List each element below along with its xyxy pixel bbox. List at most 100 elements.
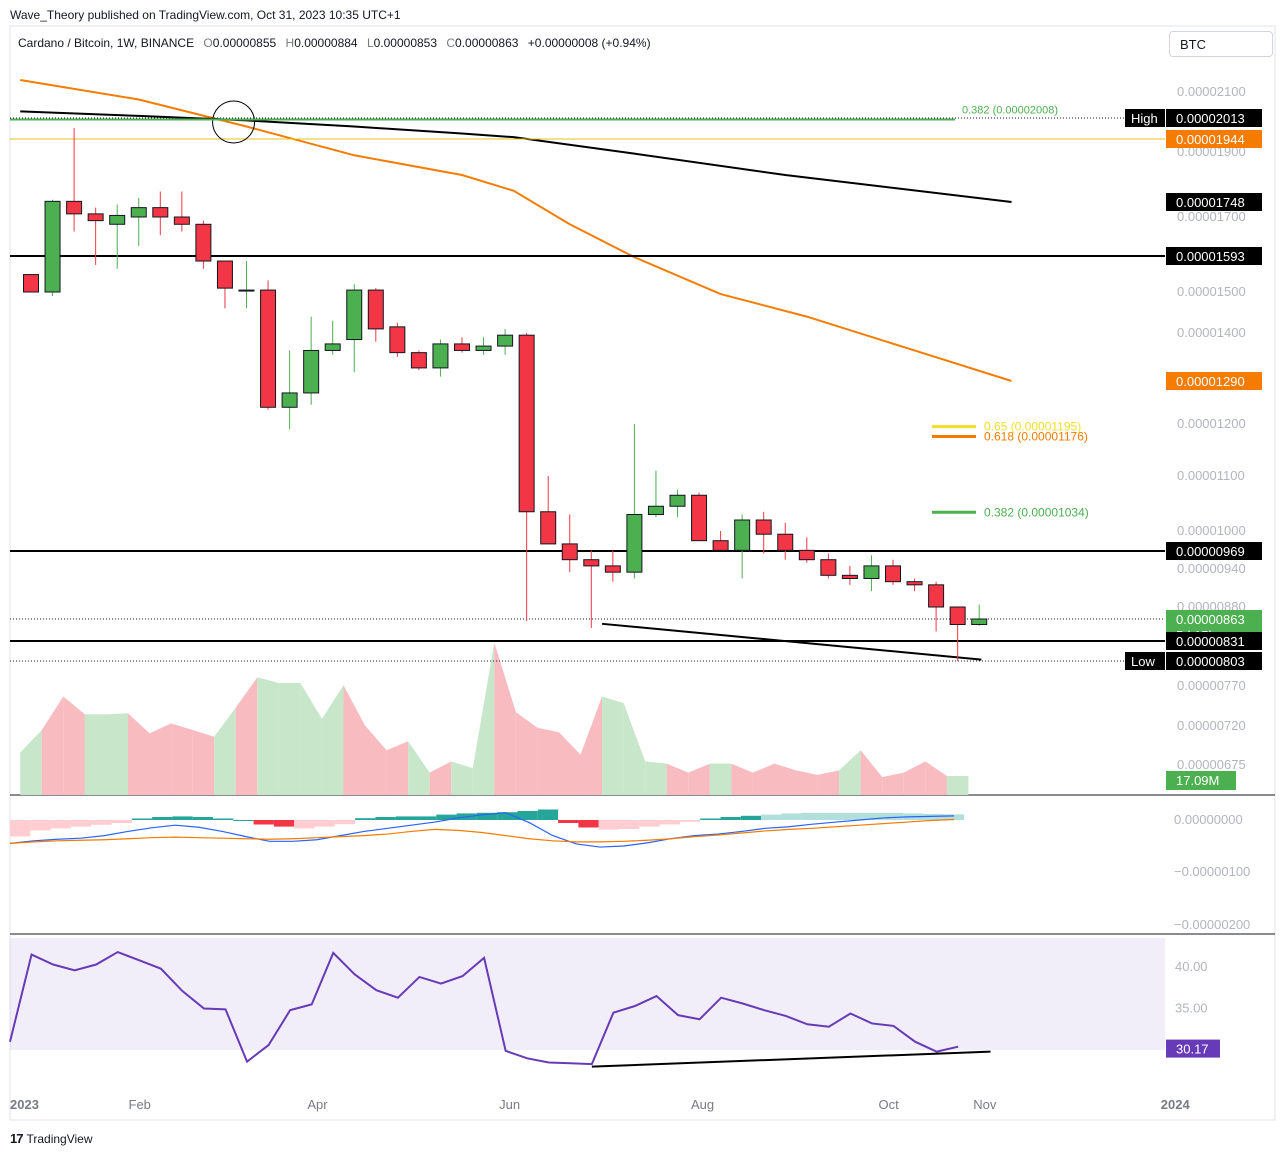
- volume-area-segment: [558, 732, 581, 795]
- price-label-box: [1166, 632, 1262, 650]
- macd-histogram-bar: [497, 812, 518, 820]
- volume-area-segment: [580, 696, 603, 795]
- macd-histogram-bar: [882, 812, 904, 820]
- volume-area-segment: [494, 642, 516, 795]
- price-tag: Low: [1131, 654, 1155, 669]
- candle-body: [604, 565, 621, 573]
- candle-body: [238, 289, 255, 292]
- price-tag-box: [1125, 652, 1165, 670]
- rsi-axis-label: 40.00: [1175, 959, 1208, 974]
- volume-area-segment: [882, 772, 904, 795]
- change-value: +0.00000008 (+0.94%): [527, 36, 651, 50]
- macd-histogram-bar: [416, 816, 437, 820]
- fib-label: 0.382 (0.00001034): [984, 505, 1089, 519]
- volume-area-segment: [106, 713, 128, 795]
- volume-area-segment: [235, 677, 258, 795]
- price-axis-tick: 0.00000770: [1177, 678, 1246, 693]
- symbol-legend: Cardano / Bitcoin, 1W, BINANCE O0.000008…: [18, 36, 651, 50]
- macd-histogram-bar: [679, 820, 701, 822]
- candle-body: [971, 618, 988, 625]
- macd-histogram-bar: [10, 820, 31, 837]
- candle-body: [712, 540, 729, 551]
- macd-histogram-bar: [537, 809, 559, 820]
- candle-body: [626, 514, 643, 573]
- macd-histogram-bar: [578, 820, 599, 828]
- signal-line: [9, 818, 955, 844]
- macd-histogram-bar: [70, 820, 92, 827]
- candle-body: [583, 559, 600, 567]
- volume-area-segment: [839, 750, 861, 795]
- currency-button[interactable]: BTC: [1169, 31, 1273, 57]
- fib-label: 0.382 (0.00002008): [962, 105, 1058, 117]
- close-key: C: [446, 36, 456, 50]
- price-axis-tick: 0.00000940: [1177, 561, 1246, 576]
- volume-area-segment: [20, 730, 42, 795]
- macd-histogram-bar: [822, 812, 843, 820]
- macd-histogram-bar: [131, 818, 153, 820]
- candle-body: [324, 343, 341, 351]
- fib-label: 0.618 (0.00001176): [984, 429, 1088, 443]
- price-label-box: [1166, 652, 1262, 670]
- fib-label: 0.65 (0.00001195): [984, 420, 1081, 434]
- time-axis-label: Jun: [499, 1097, 520, 1112]
- macd-histogram-bar: [619, 820, 640, 829]
- candle-body: [928, 584, 945, 608]
- macd-histogram-bar: [720, 817, 741, 820]
- volume-area-segment: [752, 763, 775, 795]
- macd-histogram-bar: [50, 820, 71, 829]
- price-tag: High: [1131, 111, 1158, 126]
- time-axis-label: Oct: [878, 1097, 899, 1112]
- volume-label-box: [1166, 771, 1236, 790]
- low-key: L: [366, 36, 374, 50]
- volume-area-segment: [645, 761, 667, 795]
- macd-histogram-bar: [294, 820, 315, 829]
- macd-histogram-bar: [375, 817, 396, 820]
- rsi-value-box: [1166, 1039, 1220, 1058]
- candle-body: [906, 581, 923, 586]
- volume-area-segment: [63, 696, 85, 795]
- candle-body: [152, 207, 169, 218]
- candle-body: [755, 519, 772, 535]
- ema-orange-line: [20, 79, 1012, 382]
- volume-area-segment: [300, 683, 322, 795]
- candle-body: [432, 343, 449, 369]
- macd-histogram-bar: [700, 818, 721, 820]
- volume-area-segment: [817, 770, 840, 795]
- candle-body: [691, 494, 708, 542]
- price-axis-tick: 0.00001200: [1177, 416, 1246, 431]
- volume-area-segment: [408, 741, 430, 795]
- price-label-box: [1166, 372, 1262, 390]
- macd-histogram-bar: [862, 812, 883, 820]
- macd-histogram-bar: [152, 817, 173, 820]
- macd-axis-label: −0.00000200: [1174, 917, 1250, 932]
- macd-histogram-bar: [314, 820, 335, 827]
- time-axis-label: Nov: [973, 1097, 997, 1112]
- tradingview-brand: TradingView: [26, 1131, 93, 1146]
- candle-body: [389, 326, 406, 354]
- macd-histogram-bar: [355, 818, 376, 820]
- candle-body: [669, 494, 686, 507]
- price-label-box: [1166, 542, 1262, 560]
- candle-body: [561, 543, 578, 561]
- candle-body: [260, 289, 277, 408]
- price-label: 0.00000803: [1176, 654, 1245, 669]
- candle-body: [454, 343, 470, 351]
- tradingview-logo-icon: 17: [10, 1131, 24, 1146]
- candle-body: [885, 565, 901, 583]
- candle-body: [777, 533, 794, 551]
- price-label-box: [1166, 193, 1262, 211]
- macd-histogram-bar: [213, 818, 234, 820]
- macd-axis-label: 0.00000000: [1174, 812, 1243, 827]
- volume-area-segment: [84, 714, 107, 795]
- volume-area-segment: [278, 683, 301, 795]
- time-axis-label: Apr: [307, 1097, 328, 1112]
- macd-histogram-bar: [517, 811, 538, 820]
- macd-histogram-bar: [923, 814, 944, 820]
- candle-body: [216, 260, 233, 289]
- price-label: 0.00001944: [1176, 132, 1245, 147]
- candle-body: [647, 505, 664, 515]
- candle-body: [475, 345, 492, 351]
- volume-area-segment: [731, 763, 753, 795]
- time-axis-label: 2024: [1161, 1097, 1191, 1112]
- price-label: 0.00001290: [1176, 374, 1245, 389]
